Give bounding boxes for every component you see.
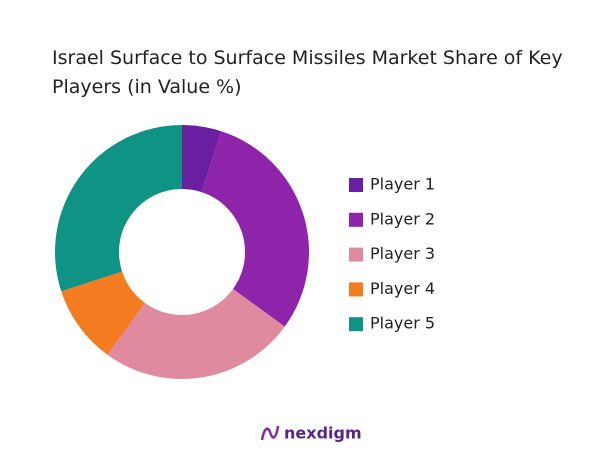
legend-swatch [349, 317, 363, 332]
legend-swatch [349, 282, 363, 297]
legend-label: Player 5 [370, 314, 435, 333]
legend-swatch [349, 247, 363, 262]
slice [61, 271, 145, 355]
slice [107, 289, 285, 379]
logo-text: nexdigm [284, 424, 362, 443]
logo: nexdigm [260, 424, 362, 443]
legend-label: Player 1 [370, 175, 435, 194]
chart-title: Israel Surface to Surface Missiles Marke… [52, 47, 563, 98]
legend-label: Player 3 [370, 244, 435, 263]
legend-swatch [349, 212, 363, 227]
slice [201, 131, 309, 327]
slice [54, 125, 182, 292]
legend-swatch [349, 178, 363, 192]
logo-icon [260, 425, 280, 441]
legend-label: Player 4 [370, 279, 435, 298]
legend-label: Player 2 [370, 209, 435, 228]
slice [182, 125, 222, 193]
